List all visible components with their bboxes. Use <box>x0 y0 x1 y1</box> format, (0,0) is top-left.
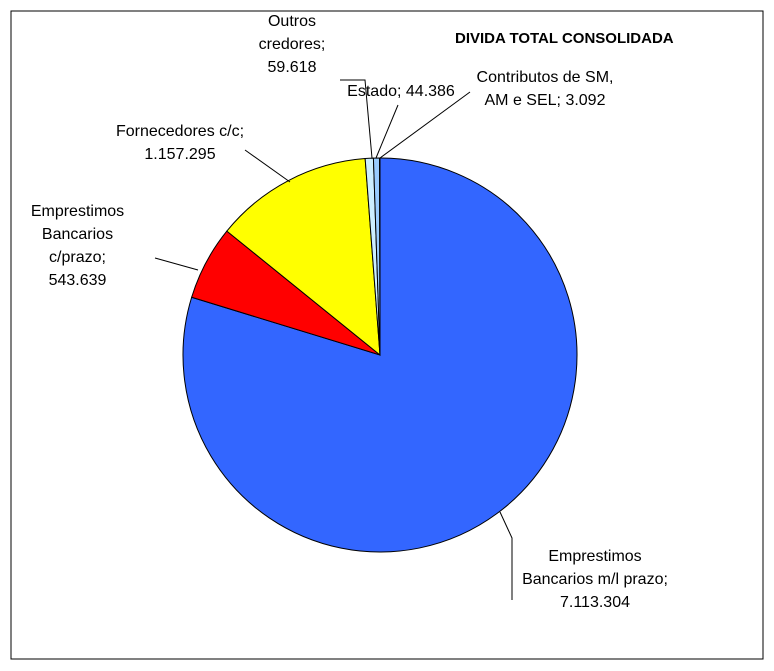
category-label: Emprestimos Bancarios c/prazo; <box>30 203 125 266</box>
data-label: Outros credores; 59.618 <box>252 10 332 79</box>
leader-line <box>499 511 513 600</box>
value-label: 44.386 <box>405 83 455 100</box>
chart-title: DIVIDA TOTAL CONSOLIDADA <box>455 30 674 47</box>
value-label: 543.639 <box>48 272 107 289</box>
leader-line <box>154 257 199 271</box>
value-label: 3.092 <box>565 92 606 109</box>
leader-line <box>379 91 471 159</box>
category-label: Outros credores; <box>258 13 326 53</box>
category-label: Emprestimos Bancarios m/l prazo; <box>522 548 668 588</box>
leader-line <box>244 149 291 183</box>
category-label: Contributos de SM, AM e SEL; <box>476 69 614 109</box>
data-label: Emprestimos Bancarios c/prazo; 543.639 <box>20 200 135 292</box>
chart-border <box>10 10 764 660</box>
data-label: Fornecedores c/c; 1.157.295 <box>100 120 260 166</box>
data-label: Emprestimos Bancarios m/l prazo; 7.113.3… <box>515 545 675 614</box>
leader-line <box>375 104 399 159</box>
value-label: 59.618 <box>267 59 317 76</box>
data-label: Estado; 44.386 <box>326 80 476 103</box>
leader-line <box>340 79 373 159</box>
data-label: Contributos de SM, AM e SEL; 3.092 <box>470 66 620 112</box>
leader-lines <box>154 79 513 600</box>
category-label: Estado; <box>347 83 402 100</box>
value-label: 7.113.304 <box>560 594 630 611</box>
category-label: Fornecedores c/c; <box>115 123 245 140</box>
pie-slice <box>182 157 578 553</box>
value-label: 1.157.295 <box>144 146 216 163</box>
